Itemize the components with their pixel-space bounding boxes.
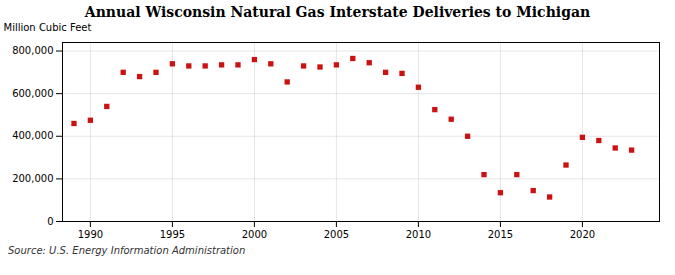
svg-text:800,000: 800,000 xyxy=(12,45,53,56)
svg-text:2010: 2010 xyxy=(406,229,431,240)
html-text:Annual Wisconsin Natural Gas I: Annual Wisconsin Natural Gas Interstate … xyxy=(84,4,591,20)
svg-text:600,000: 600,000 xyxy=(12,88,53,99)
svg-text:2005: 2005 xyxy=(324,229,349,240)
svg-text:2000: 2000 xyxy=(242,229,267,240)
svg-text:1995: 1995 xyxy=(160,229,185,240)
html-text:Source: U.S. Energy Informatio: Source: U.S. Energy Information Administ… xyxy=(8,245,246,256)
svg-text:200,000: 200,000 xyxy=(12,173,53,184)
svg-text:Million Cubic Feet: Million Cubic Feet xyxy=(4,22,92,33)
svg-text:2015: 2015 xyxy=(488,229,513,240)
svg-text:0: 0 xyxy=(47,216,53,227)
svg-text:2020: 2020 xyxy=(570,229,595,240)
svg-text:1990: 1990 xyxy=(78,229,103,240)
svg-text:400,000: 400,000 xyxy=(12,130,53,141)
